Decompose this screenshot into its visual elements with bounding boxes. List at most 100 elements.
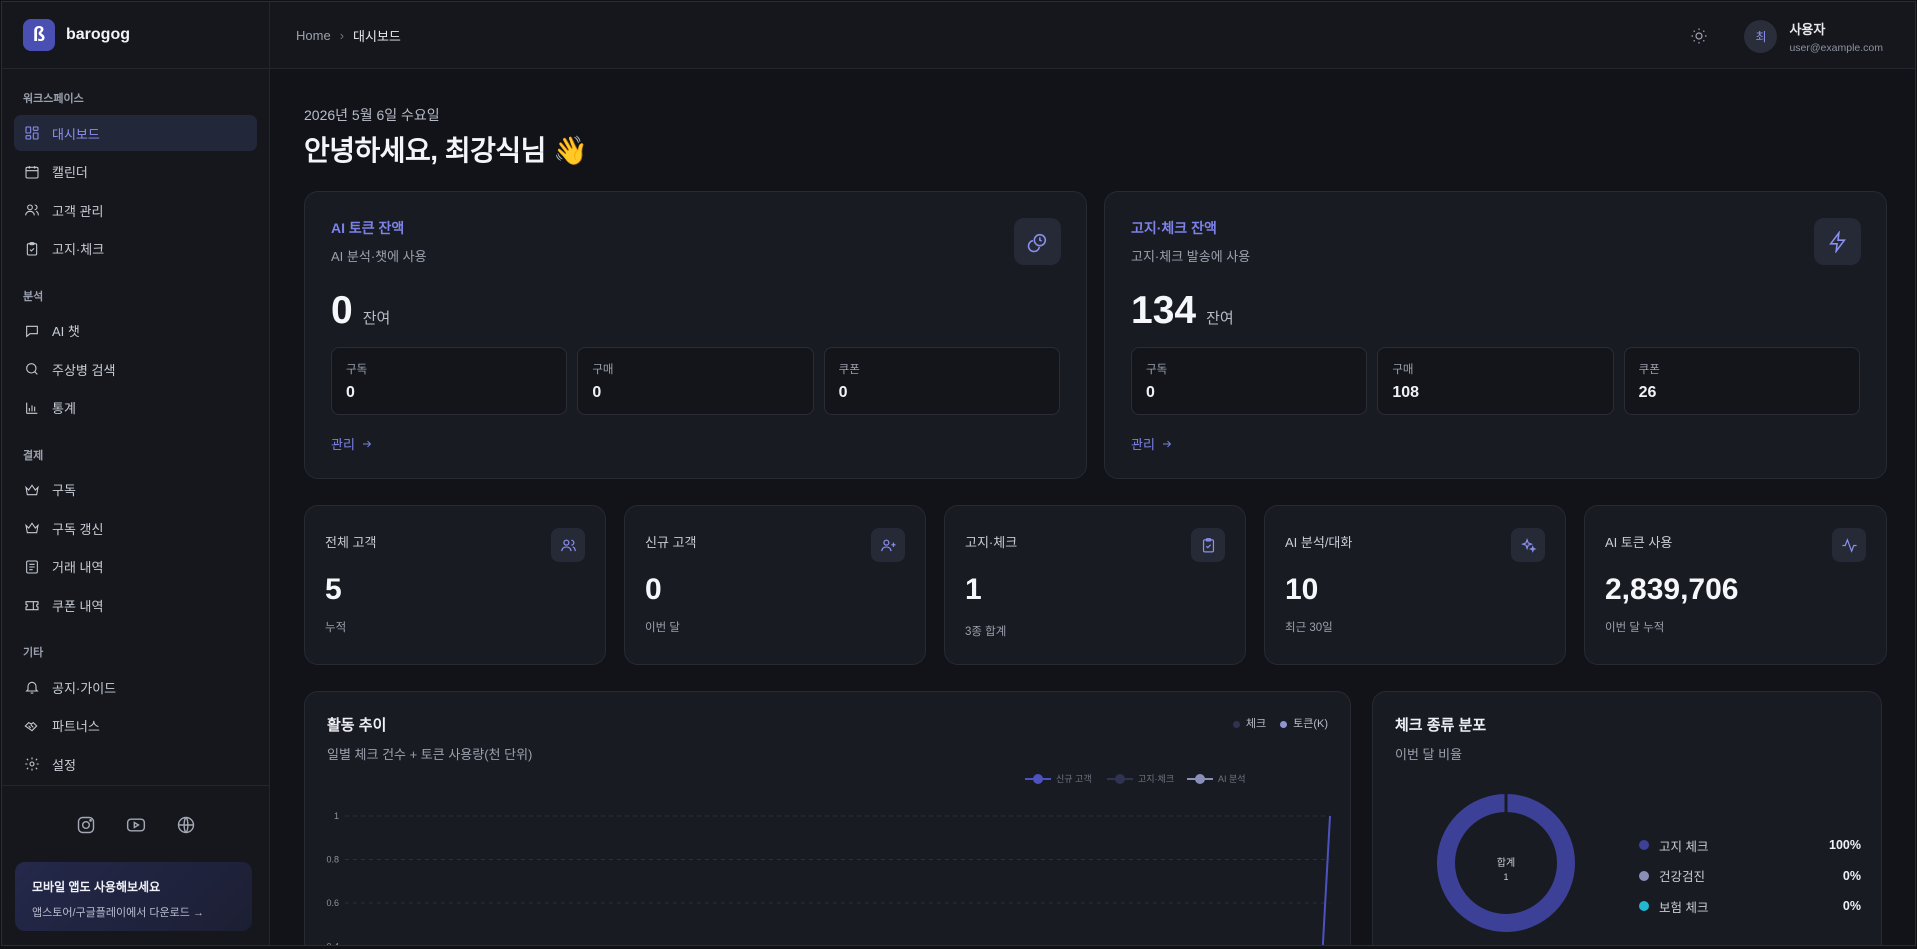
- lightning-icon: [1814, 218, 1861, 265]
- sidebar-item[interactable]: 설정: [14, 746, 257, 782]
- balance-number: 0: [331, 289, 353, 332]
- breakdown-label: 구매: [1392, 364, 1414, 376]
- sidebar-item-label: 거래 내역: [52, 560, 104, 575]
- mobile-app-promo[interactable]: 모바일 앱도 사용해보세요 앱스토어/구글플레이에서 다운로드 →: [15, 862, 252, 931]
- legend-text: 고지·체크: [1138, 774, 1174, 784]
- breakdown-value: 26: [1638, 384, 1657, 401]
- manage-link[interactable]: 관리: [1131, 434, 1173, 453]
- legend-value: 0%: [1842, 868, 1861, 883]
- legend-item-token[interactable]: 토큰(K): [1280, 715, 1328, 731]
- sidebar-item[interactable]: 구독: [14, 472, 257, 508]
- sidebar-item[interactable]: 쿠폰 내역: [14, 587, 257, 623]
- legend-marker: [1033, 774, 1043, 784]
- legend-dot: [1280, 720, 1288, 728]
- activity-trend-card: 활동 추이 일별 체크 건수 + 토큰 사용량(천 단위) 체크 토큰(K) 신…: [304, 691, 1351, 945]
- sidebar-item-label: 쿠폰 내역: [52, 598, 104, 614]
- sidebar-item[interactable]: 고객 관리: [14, 192, 257, 228]
- avatar[interactable]: 최: [1744, 20, 1778, 53]
- balance-breakdown: 구독 0 구매 108 쿠폰 26: [1131, 347, 1860, 415]
- theme-toggle-sun-icon[interactable]: [1690, 27, 1710, 47]
- manage-label: 관리: [331, 437, 355, 452]
- legend-value: 0%: [1842, 899, 1861, 914]
- series-legend-item[interactable]: AI 분석: [1187, 774, 1246, 784]
- stat-sub: 최근 30일: [1285, 622, 1333, 634]
- legend-dot: [1232, 720, 1240, 728]
- sidebar-item-label: 주상병 검색: [52, 362, 116, 378]
- stat-total-customers[interactable]: 전체 고객 5 누적: [304, 505, 606, 665]
- distribution-donut-chart: [1437, 793, 1575, 932]
- stat-new-customers[interactable]: 신규 고객 0 이번 달: [624, 505, 926, 665]
- legend-label: 체크: [1245, 718, 1267, 730]
- sparkles-icon: [1511, 528, 1545, 562]
- topbar-actions: 최 사용자 user@example.com: [1690, 19, 1883, 54]
- breakdown-value: 0: [838, 384, 848, 401]
- sidebar-footer: 모바일 앱도 사용해보세요 앱스토어/구글플레이에서 다운로드 →: [2, 785, 269, 945]
- breadcrumb-home[interactable]: Home: [296, 27, 331, 43]
- stat-value: 10: [1285, 573, 1319, 606]
- donut-center-label: 합계: [1496, 858, 1516, 869]
- activity-icon: [1832, 528, 1866, 562]
- youtube-icon[interactable]: [125, 814, 147, 836]
- series-legend-item[interactable]: 고지·체크: [1107, 774, 1174, 784]
- globe-icon[interactable]: [175, 814, 197, 836]
- sidebar-item[interactable]: 캘린더: [14, 154, 257, 190]
- calendar-icon: [25, 165, 39, 179]
- sidebar-item-label: 구독 갱신: [52, 521, 104, 537]
- chart-subtitle: 일별 체크 건수 + 토큰 사용량(천 단위): [327, 747, 533, 762]
- brand-logo: ß: [23, 19, 55, 51]
- check-distribution-card: 체크 종류 분포 이번 달 비율 합계 1 고지 체크 100% 건강검진 0% 보험 …: [1372, 691, 1882, 945]
- stat-label: AI 분석/대화: [1285, 535, 1353, 550]
- balance-title: 고지·체크 잔액: [1131, 220, 1217, 236]
- stat-label: AI 토큰 사용: [1605, 535, 1673, 550]
- series-legend-item[interactable]: 신규 고객: [1025, 774, 1092, 784]
- legend-item-check[interactable]: 체크: [1232, 715, 1267, 731]
- sidebar-item[interactable]: 구독 갱신: [14, 510, 257, 546]
- sidebar-item[interactable]: 거래 내역: [14, 549, 257, 585]
- main-area: Home › 대시보드 최 사용자 user@example.com 2026년…: [270, 2, 1915, 945]
- sidebar-item[interactable]: 파트너스: [14, 708, 257, 744]
- legend-text: 신규 고객: [1056, 774, 1092, 784]
- manage-link[interactable]: 관리: [331, 434, 373, 453]
- stat-sub: 누적: [325, 622, 347, 634]
- sidebar-item-label: 고지·체크: [52, 242, 105, 257]
- sidebar-item[interactable]: 대시보드: [14, 115, 257, 151]
- balance-title: AI 토큰 잔액: [331, 220, 405, 236]
- breakdown-label: 쿠폰: [1638, 364, 1660, 376]
- user-info[interactable]: 사용자 user@example.com: [1789, 19, 1883, 54]
- user-email: user@example.com: [1789, 42, 1883, 54]
- stat-value: 2,839,706: [1605, 573, 1739, 606]
- sidebar-nav: 워크스페이스 대시보드 캘린더 고객 관리 고지·체크 분석 AI 챗 주상병 검색 통계 결제 구…: [2, 90, 269, 782]
- distribution-legend-item[interactable]: 건강검진 0%: [1639, 861, 1861, 892]
- breakdown-value: 108: [1392, 384, 1420, 401]
- stat-checks[interactable]: 고지·체크 1 3종 합계: [944, 505, 1246, 665]
- stat-ai-token-usage[interactable]: AI 토큰 사용 2,839,706 이번 달 누적: [1584, 505, 1887, 665]
- brand-name: barogog: [66, 26, 130, 43]
- ticket-icon: [25, 601, 39, 611]
- breakdown-coupon: 쿠폰 0: [823, 347, 1060, 415]
- gear-icon: [25, 757, 39, 771]
- coins-icon: [1014, 218, 1061, 265]
- chart-title: 활동 추이: [327, 717, 387, 734]
- sidebar-item[interactable]: 고지·체크: [14, 231, 257, 267]
- legend-label: 건강검진: [1659, 870, 1706, 885]
- balance-breakdown: 구독 0 구매 0 쿠폰 0: [331, 347, 1060, 415]
- legend-label: 고지 체크: [1659, 839, 1709, 854]
- dashboard-icon: [25, 126, 39, 140]
- chat-icon: [26, 325, 38, 337]
- distribution-legend-item[interactable]: 고지 체크 100%: [1639, 830, 1861, 861]
- distribution-legend-item[interactable]: 보험 체크 0%: [1639, 891, 1861, 922]
- sidebar-item[interactable]: 공지·가이드: [14, 669, 257, 705]
- distribution-legend: 고지 체크 100% 건강검진 0% 보험 체크 0%: [1639, 830, 1861, 922]
- sidebar-item[interactable]: 주상병 검색: [14, 351, 257, 387]
- sidebar-item[interactable]: 통계: [14, 390, 257, 426]
- breakdown-label: 구독: [1146, 364, 1168, 376]
- breakdown-purchase: 구매 0: [577, 347, 814, 415]
- distribution-subtitle: 이번 달 비율: [1395, 747, 1463, 762]
- crown-icon: [25, 522, 39, 534]
- sidebar-item[interactable]: AI 챗: [14, 313, 257, 349]
- instagram-icon[interactable]: [75, 814, 97, 836]
- stat-ai-analysis[interactable]: AI 분석/대화 10 최근 30일: [1264, 505, 1566, 665]
- search-icon: [26, 363, 38, 375]
- brand[interactable]: ß barogog: [2, 2, 269, 69]
